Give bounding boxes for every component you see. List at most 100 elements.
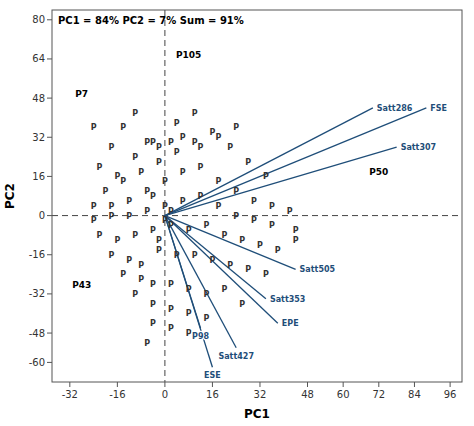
point: P	[293, 226, 299, 235]
y-tick-label: -60	[29, 357, 45, 368]
vector-label: FSE	[430, 104, 447, 113]
y-tick	[47, 137, 52, 138]
plot-frame	[52, 10, 462, 382]
point: P	[138, 275, 144, 284]
y-tick	[47, 333, 52, 334]
y-tick-label: 80	[32, 14, 45, 25]
point: P	[263, 270, 269, 279]
vector-label: ESE	[204, 371, 221, 380]
point: P	[198, 163, 204, 172]
y-tick-label: -48	[29, 328, 45, 339]
x-tick-label: 60	[337, 389, 350, 400]
y-tick-label: -32	[29, 288, 45, 299]
point: P	[168, 305, 174, 314]
point: P	[186, 329, 192, 338]
point: P	[204, 221, 210, 230]
point: P	[156, 143, 162, 152]
y-tick	[47, 176, 52, 177]
point: P	[156, 236, 162, 245]
x-tick	[343, 382, 344, 387]
point: P	[103, 187, 109, 196]
x-tick	[212, 382, 213, 387]
point: P	[91, 216, 97, 225]
chart: -32-16016324860728496-60-48-32-160163248…	[0, 0, 474, 426]
point: P	[150, 280, 156, 289]
point: P	[150, 319, 156, 328]
point: P	[97, 231, 103, 240]
point: P	[126, 256, 132, 265]
loading-vector	[165, 108, 426, 216]
point: P	[174, 148, 180, 157]
point: P	[168, 207, 174, 216]
named-point: P7	[75, 89, 88, 99]
point: P	[192, 251, 198, 260]
point: P	[269, 202, 275, 211]
point: P	[198, 192, 204, 201]
point: P	[180, 168, 186, 177]
point: P	[108, 251, 114, 260]
point: P	[227, 143, 233, 152]
point: P	[245, 265, 251, 274]
y-tick	[47, 293, 52, 294]
x-tick-label: -16	[109, 389, 125, 400]
point: P	[132, 231, 138, 240]
point: P	[275, 246, 281, 255]
point: P	[215, 177, 221, 186]
point: P	[162, 177, 168, 186]
point: P	[138, 261, 144, 270]
point: P	[239, 236, 245, 245]
point: P	[174, 251, 180, 260]
y-tick	[47, 98, 52, 99]
point: P	[215, 133, 221, 142]
point: P	[168, 221, 174, 230]
x-tick	[117, 382, 118, 387]
point: P	[293, 236, 299, 245]
point: P	[257, 241, 263, 250]
point: P	[126, 197, 132, 206]
point: P	[138, 168, 144, 177]
plot-area	[52, 10, 462, 382]
y-tick	[47, 362, 52, 363]
point: P	[108, 202, 114, 211]
vector-label: Satt307	[401, 143, 437, 152]
loading-vector	[165, 216, 213, 368]
x-tick-label: 32	[254, 389, 267, 400]
y-tick-label: 16	[32, 171, 45, 182]
point: P	[233, 187, 239, 196]
point: P	[168, 280, 174, 289]
point: P	[144, 138, 150, 147]
loading-vector	[165, 147, 397, 216]
point: P	[132, 109, 138, 118]
vector-label: Satt427	[218, 352, 254, 361]
point: P	[108, 143, 114, 152]
point: P	[144, 207, 150, 216]
point: P	[269, 221, 275, 230]
point: P	[162, 216, 168, 225]
point: P	[221, 285, 227, 294]
x-tick	[414, 382, 415, 387]
x-tick-label: -32	[62, 389, 78, 400]
point: P	[215, 202, 221, 211]
point: P	[156, 158, 162, 167]
point: P	[233, 212, 239, 221]
vector-label: Satt505	[300, 265, 336, 274]
y-tick	[47, 254, 52, 255]
x-tick-label: 48	[301, 389, 314, 400]
point: P	[156, 246, 162, 255]
y-tick-label: 48	[32, 93, 45, 104]
loading-vector	[165, 216, 266, 299]
point: P	[251, 197, 257, 206]
point: P	[132, 290, 138, 299]
loading-vector	[165, 216, 201, 329]
y-tick	[47, 58, 52, 59]
x-tick-label: 96	[444, 389, 457, 400]
point: P	[120, 123, 126, 132]
y-tick	[47, 19, 52, 20]
y-tick-label: 64	[32, 53, 45, 64]
loading-vector	[165, 108, 373, 216]
point: P	[221, 231, 227, 240]
point: P	[168, 324, 174, 333]
x-axis-label: PC1	[244, 407, 270, 421]
y-tick-label: 32	[32, 132, 45, 143]
point: P	[108, 212, 114, 221]
